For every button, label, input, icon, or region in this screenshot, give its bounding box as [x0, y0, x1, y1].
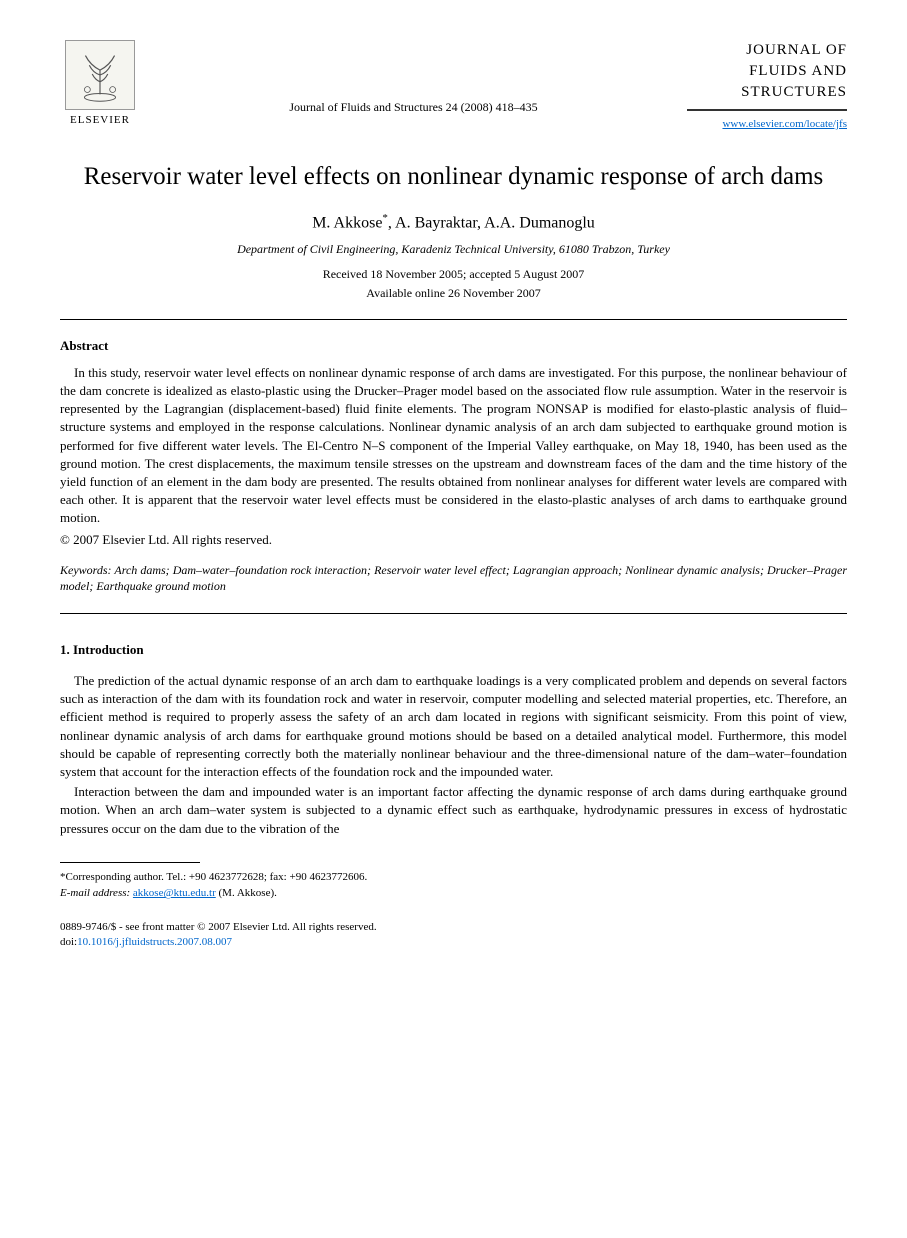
online-date: Available online 26 November 2007 [60, 286, 847, 301]
journal-link[interactable]: www.elsevier.com/locate/jfs [722, 118, 847, 130]
intro-para-2: Interaction between the dam and impounde… [60, 783, 847, 838]
intro-heading: 1. Introduction [60, 642, 847, 658]
intro-p1-text: The prediction of the actual dynamic res… [60, 673, 847, 779]
journal-title-box: JOURNAL OF FLUIDS AND STRUCTURES www.els… [687, 40, 847, 131]
abstract-copyright: © 2007 Elsevier Ltd. All rights reserved… [60, 532, 847, 548]
authors-rest: , A. Bayraktar, A.A. Dumanoglu [388, 214, 595, 231]
abstract-text: In this study, reservoir water level eff… [60, 364, 847, 528]
intro-p2-text: Interaction between the dam and impounde… [60, 784, 847, 835]
author-email-link[interactable]: akkose@ktu.edu.tr [133, 887, 216, 899]
authors: M. Akkose*, A. Bayraktar, A.A. Dumanoglu [60, 212, 847, 232]
elsevier-tree-icon [65, 40, 135, 110]
corresponding-text: *Corresponding author. Tel.: +90 4623772… [60, 871, 367, 883]
abstract-body: In this study, reservoir water level eff… [60, 365, 847, 526]
journal-title-line2: FLUIDS AND [749, 63, 847, 79]
doi-label: doi: [60, 936, 77, 948]
footnote-rule [60, 862, 200, 863]
divider-top [60, 319, 847, 320]
front-matter: 0889-9746/$ - see front matter © 2007 El… [60, 921, 377, 933]
journal-reference: Journal of Fluids and Structures 24 (200… [140, 40, 687, 115]
doi-link[interactable]: 10.1016/j.jfluidstructs.2007.08.007 [77, 936, 232, 948]
journal-title-line1: JOURNAL OF [746, 42, 847, 58]
received-dates: Received 18 November 2005; accepted 5 Au… [60, 267, 847, 282]
keywords-line: Keywords: Arch dams; Dam–water–foundatio… [60, 562, 847, 596]
publisher-block: ELSEVIER [60, 40, 140, 126]
journal-title: JOURNAL OF FLUIDS AND STRUCTURES [687, 40, 847, 111]
journal-title-line3: STRUCTURES [741, 84, 847, 100]
affiliation: Department of Civil Engineering, Karaden… [60, 242, 847, 257]
abstract-heading: Abstract [60, 338, 847, 354]
email-label: E-mail address: [60, 887, 130, 899]
email-suffix: (M. Akkose). [216, 887, 277, 899]
corresponding-footnote: *Corresponding author. Tel.: +90 4623772… [60, 869, 847, 902]
author-1: M. Akkose [312, 214, 382, 231]
intro-para-1: The prediction of the actual dynamic res… [60, 672, 847, 781]
publisher-name: ELSEVIER [70, 114, 130, 126]
footer-meta: 0889-9746/$ - see front matter © 2007 El… [60, 920, 847, 951]
header-row: ELSEVIER Journal of Fluids and Structure… [60, 40, 847, 131]
keywords-text: Arch dams; Dam–water–foundation rock int… [60, 563, 847, 594]
divider-bottom [60, 613, 847, 614]
keywords-label: Keywords: [60, 563, 112, 577]
article-title: Reservoir water level effects on nonline… [60, 161, 847, 194]
